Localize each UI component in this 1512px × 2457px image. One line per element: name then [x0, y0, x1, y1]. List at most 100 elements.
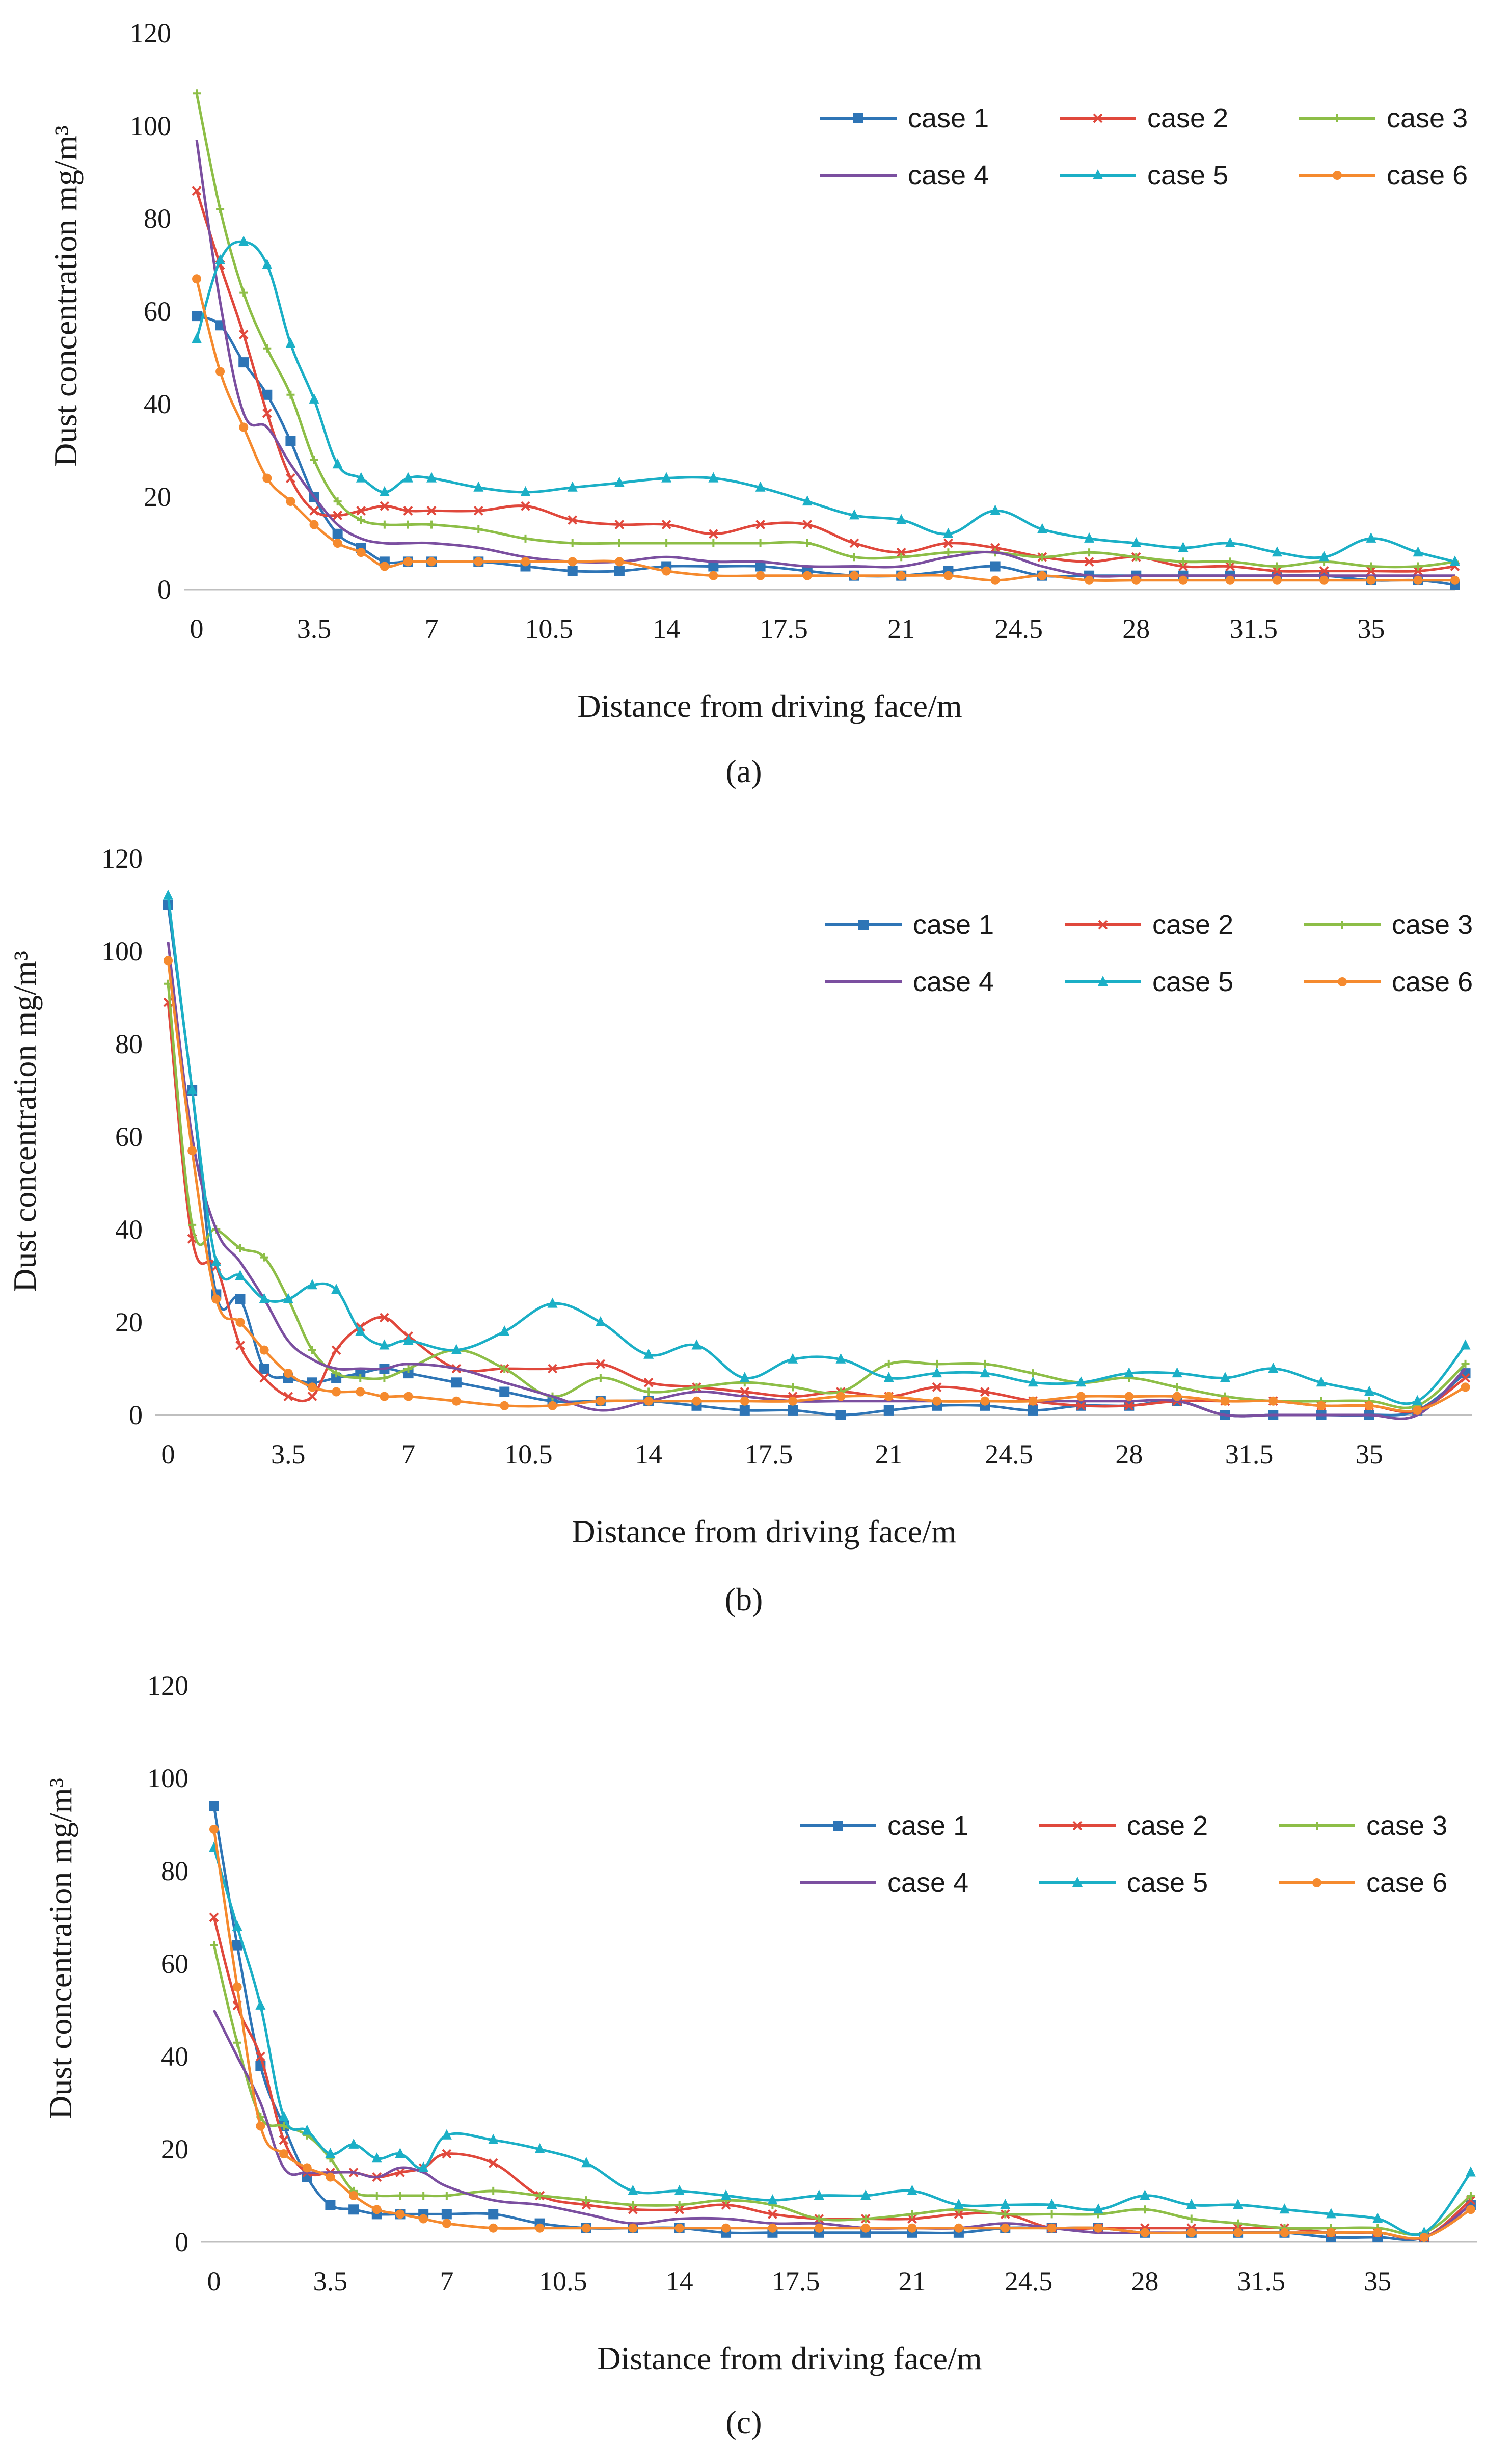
- data-point: [980, 1367, 990, 1378]
- x-tick-label: 35: [1364, 2266, 1391, 2296]
- y-tick-label: 120: [130, 18, 171, 48]
- data-point: [1187, 2214, 1196, 2223]
- data-point: [193, 89, 201, 98]
- x-tick-label: 21: [875, 1439, 903, 1470]
- data-point: [499, 1386, 510, 1397]
- x-tick-label: 28: [1131, 2266, 1158, 2296]
- series-line: [212, 1945, 1472, 2236]
- data-point: [767, 2194, 778, 2205]
- data-point: [1179, 557, 1187, 566]
- data-point: [210, 1941, 218, 1949]
- panel-label: (c): [725, 2404, 762, 2440]
- data-point: [426, 505, 437, 516]
- data-point: [803, 539, 812, 547]
- data-point: [442, 2192, 451, 2200]
- series-case-1: [163, 900, 1471, 1420]
- data-point: [238, 235, 249, 246]
- data-point: [331, 1345, 341, 1355]
- y-tick-label: 20: [144, 482, 171, 512]
- data-point: [884, 1392, 894, 1401]
- legend-label: case 6: [1392, 967, 1473, 997]
- data-point: [1186, 2228, 1196, 2237]
- data-point: [850, 553, 858, 562]
- data-point: [307, 1279, 317, 1290]
- x-tick-label: 24.5: [994, 613, 1043, 644]
- data-point: [216, 205, 225, 213]
- data-point: [709, 539, 718, 547]
- legend-marker: [1072, 1877, 1083, 1887]
- data-point: [215, 254, 226, 264]
- series-line: [195, 240, 1455, 563]
- x-tick-label: 28: [1122, 613, 1150, 644]
- legend-marker: [1093, 113, 1103, 123]
- data-point: [908, 2210, 916, 2219]
- data-point: [372, 2192, 381, 2200]
- data-point: [211, 1256, 222, 1266]
- series-line: [195, 278, 1455, 582]
- data-point: [614, 566, 625, 576]
- series-case-4: [167, 942, 1467, 1420]
- data-point: [215, 367, 225, 377]
- y-tick-label: 80: [144, 203, 171, 234]
- data-point: [1028, 1405, 1038, 1416]
- legend-marker: [1338, 977, 1347, 986]
- data-point: [209, 1825, 219, 1834]
- data-point: [1220, 1372, 1230, 1382]
- data-point: [333, 510, 343, 520]
- data-point: [943, 571, 953, 580]
- legend-marker: [1098, 920, 1108, 930]
- data-point: [473, 481, 484, 492]
- legend-label: case 1: [908, 103, 989, 133]
- data-point: [426, 472, 437, 483]
- data-point: [534, 2143, 545, 2153]
- data-point: [661, 472, 672, 483]
- data-point: [442, 2219, 451, 2228]
- data-point: [260, 1253, 268, 1262]
- data-point: [403, 1334, 414, 1345]
- data-point: [379, 486, 390, 496]
- y-tick-label: 80: [161, 1856, 188, 1886]
- data-point: [395, 2209, 405, 2219]
- legend-label: case 3: [1392, 910, 1473, 940]
- data-point: [1466, 2192, 1475, 2200]
- data-point: [1450, 575, 1460, 585]
- data-point: [188, 1220, 197, 1229]
- legend-marker: [853, 113, 863, 123]
- chart-panel-3: 0 20 40 60 80 100 120 0 3.5 7 10.5 14 17.5 21 24.5 28 31…: [42, 1670, 1477, 2440]
- y-tick-label: 0: [129, 1400, 143, 1430]
- legend-label: case 5: [1147, 160, 1228, 191]
- series-line: [167, 1002, 1466, 1413]
- data-point: [835, 1353, 846, 1364]
- data-point: [442, 2149, 452, 2159]
- data-point: [279, 2111, 289, 2121]
- data-point: [262, 259, 273, 269]
- data-point: [500, 1365, 509, 1373]
- data-point: [740, 1396, 749, 1406]
- data-point: [548, 1364, 557, 1374]
- data-point: [283, 1392, 293, 1402]
- data-point: [1047, 2210, 1056, 2219]
- data-point: [1316, 1401, 1326, 1410]
- data-point: [1186, 2199, 1197, 2209]
- data-point: [1178, 575, 1188, 585]
- series-line: [195, 190, 1455, 573]
- data-point: [286, 390, 295, 399]
- x-tick-label: 3.5: [271, 1439, 306, 1470]
- y-tick-label: 60: [144, 296, 171, 327]
- data-point: [1085, 548, 1094, 557]
- data-point: [255, 2051, 265, 2062]
- series-line: [167, 960, 1466, 1413]
- data-point: [380, 562, 389, 571]
- data-point: [788, 1353, 798, 1364]
- data-point: [932, 1367, 942, 1378]
- data-point: [802, 520, 813, 530]
- x-tick-label: 21: [887, 613, 915, 644]
- data-point: [739, 1372, 750, 1382]
- x-tick-label: 0: [190, 613, 204, 644]
- data-point: [419, 2214, 428, 2224]
- data-point: [309, 393, 319, 404]
- data-point: [595, 1316, 606, 1326]
- x-tick-label: 31.5: [1225, 1439, 1274, 1470]
- data-point: [768, 2223, 777, 2233]
- data-point: [1028, 1396, 1038, 1406]
